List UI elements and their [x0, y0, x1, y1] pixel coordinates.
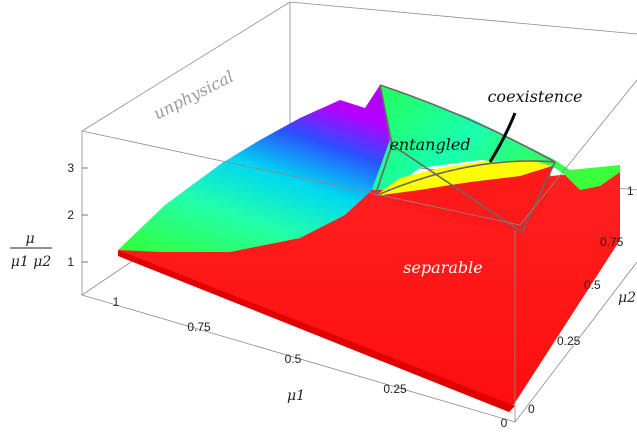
y-tick-label: 0: [528, 402, 535, 416]
y-tick-label: 0.25: [557, 334, 581, 348]
z-tick-label: 1: [67, 255, 74, 269]
x-axis: 1 0.75 0.5 0.25 0 μ1: [113, 295, 508, 430]
z-axis-label-denominator: μ1 μ2: [11, 254, 52, 270]
x-axis-label: μ1: [287, 388, 305, 404]
separable-front-face: [118, 250, 515, 412]
y-axis: 0 0.25 0.5 0.75 1 μ2: [528, 184, 636, 416]
z-axis-label-numerator: μ: [25, 231, 34, 247]
entangled-surface-right: [372, 85, 620, 190]
region-boundaries: [374, 84, 556, 233]
coexistence-pointer: [488, 112, 517, 163]
y-axis-label: μ2: [618, 290, 636, 306]
z-axis: 1 2 3 μ μ1 μ2: [10, 161, 88, 270]
x-tick-label: 0.25: [383, 382, 407, 396]
entangled-label: entangled: [389, 135, 470, 154]
y-tick-label: 1: [627, 184, 634, 198]
x-tick-label: 0.75: [187, 320, 211, 334]
coexistence-surface: [375, 160, 552, 196]
x-tick-label: 0: [501, 416, 508, 430]
y-tick-label: 0.5: [584, 278, 601, 292]
entangled-surface-left: [118, 85, 390, 252]
z-tick-label: 2: [67, 208, 74, 222]
separable-label: separable: [403, 258, 482, 277]
y-tick-label: 0.75: [600, 235, 624, 249]
x-tick-label: 0.5: [285, 352, 302, 366]
x-tick-label: 1: [113, 295, 120, 309]
z-tick-label: 3: [67, 161, 74, 175]
separable-cap: [375, 166, 552, 232]
box-front-edges: [81, 79, 637, 423]
coexistence-label: coexistence: [487, 87, 582, 106]
unphysical-label: unphysical: [150, 67, 236, 123]
